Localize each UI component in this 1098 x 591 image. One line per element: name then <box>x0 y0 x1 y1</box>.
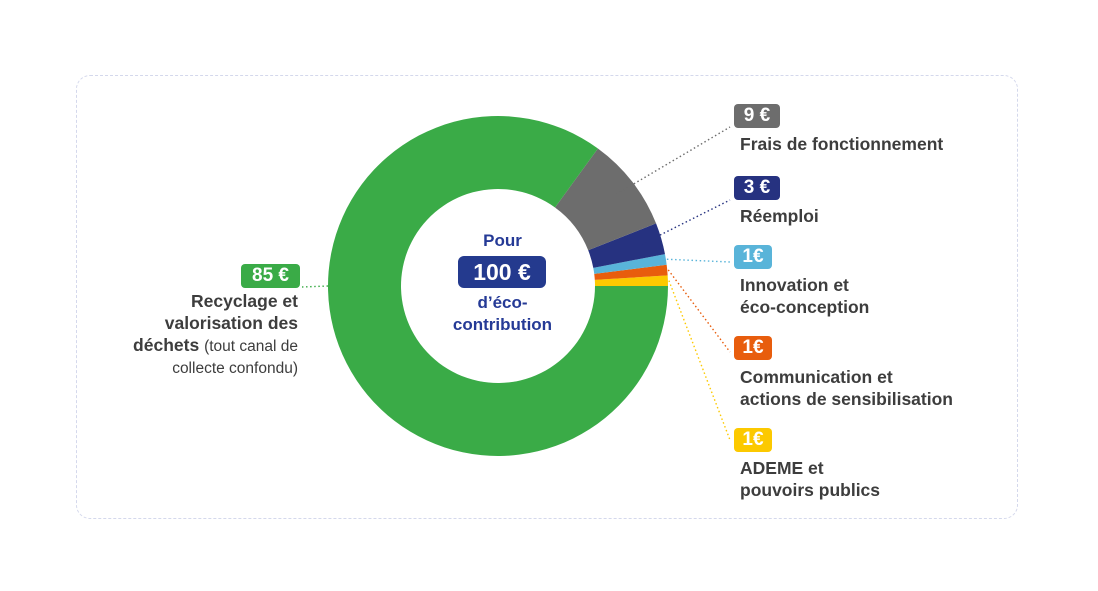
leader-line-innovation <box>666 258 731 263</box>
label-line: éco-conception <box>740 297 870 317</box>
slice-reemploi <box>588 223 665 268</box>
label-innovation: Innovation et éco-conception <box>740 274 869 318</box>
label-line: Réemploi <box>740 206 819 226</box>
leader-line-reemploi <box>641 199 731 245</box>
leader-line-communication <box>667 269 731 353</box>
label-line: déchets <box>133 335 200 355</box>
label-line: Recyclage et <box>190 291 298 311</box>
label-note: collecte confondu) <box>172 360 298 377</box>
label-communication: Communication et actions de sensibilisat… <box>740 366 953 410</box>
amount-badge-frais: 9 € <box>734 104 780 128</box>
label-line: ADEME et <box>740 458 824 478</box>
label-ademe: ADEME et pouvoirs publics <box>740 457 880 501</box>
chart-frame <box>76 75 1018 519</box>
label-line-with-note: déchets (tout canal de <box>133 334 298 358</box>
amount-badge-reemploi: 3 € <box>734 176 780 200</box>
label-recyclage: Recyclage et valorisation des déchets (t… <box>133 290 298 380</box>
label-line: Communication et <box>740 367 893 387</box>
slice-innovation <box>593 254 667 274</box>
leader-line-ademe <box>668 280 731 441</box>
leader-line-recyclage <box>301 285 329 288</box>
slice-ademe <box>594 275 668 286</box>
label-line: Innovation et <box>740 275 849 295</box>
amount-badge-ademe: 1€ <box>734 428 772 452</box>
label-line: actions de sensibilisation <box>740 389 953 409</box>
amount-badge-recyclage: 85 € <box>241 264 300 288</box>
label-reemploi: Réemploi <box>740 205 819 227</box>
label-note: (tout canal de <box>204 338 298 355</box>
center-caption-bottom: d’éco- contribution <box>425 292 580 336</box>
label-line: valorisation des <box>164 313 298 333</box>
label-frais: Frais de fonctionnement <box>740 133 943 155</box>
center-caption-top: Pour <box>483 231 522 250</box>
leader-line-frais <box>615 126 731 195</box>
label-line: Frais de fonctionnement <box>740 134 944 154</box>
center-caption-line: d’éco- <box>477 293 528 312</box>
slice-communication <box>594 264 668 280</box>
amount-badge-innovation: 1€ <box>734 245 772 269</box>
center-caption-line: contribution <box>452 315 553 334</box>
slice-frais <box>555 148 657 251</box>
center-amount-badge: 100 € <box>458 256 546 288</box>
slice-recyclage <box>328 116 668 456</box>
label-line: pouvoirs publics <box>740 480 881 500</box>
amount-badge-communication: 1€ <box>734 336 772 360</box>
